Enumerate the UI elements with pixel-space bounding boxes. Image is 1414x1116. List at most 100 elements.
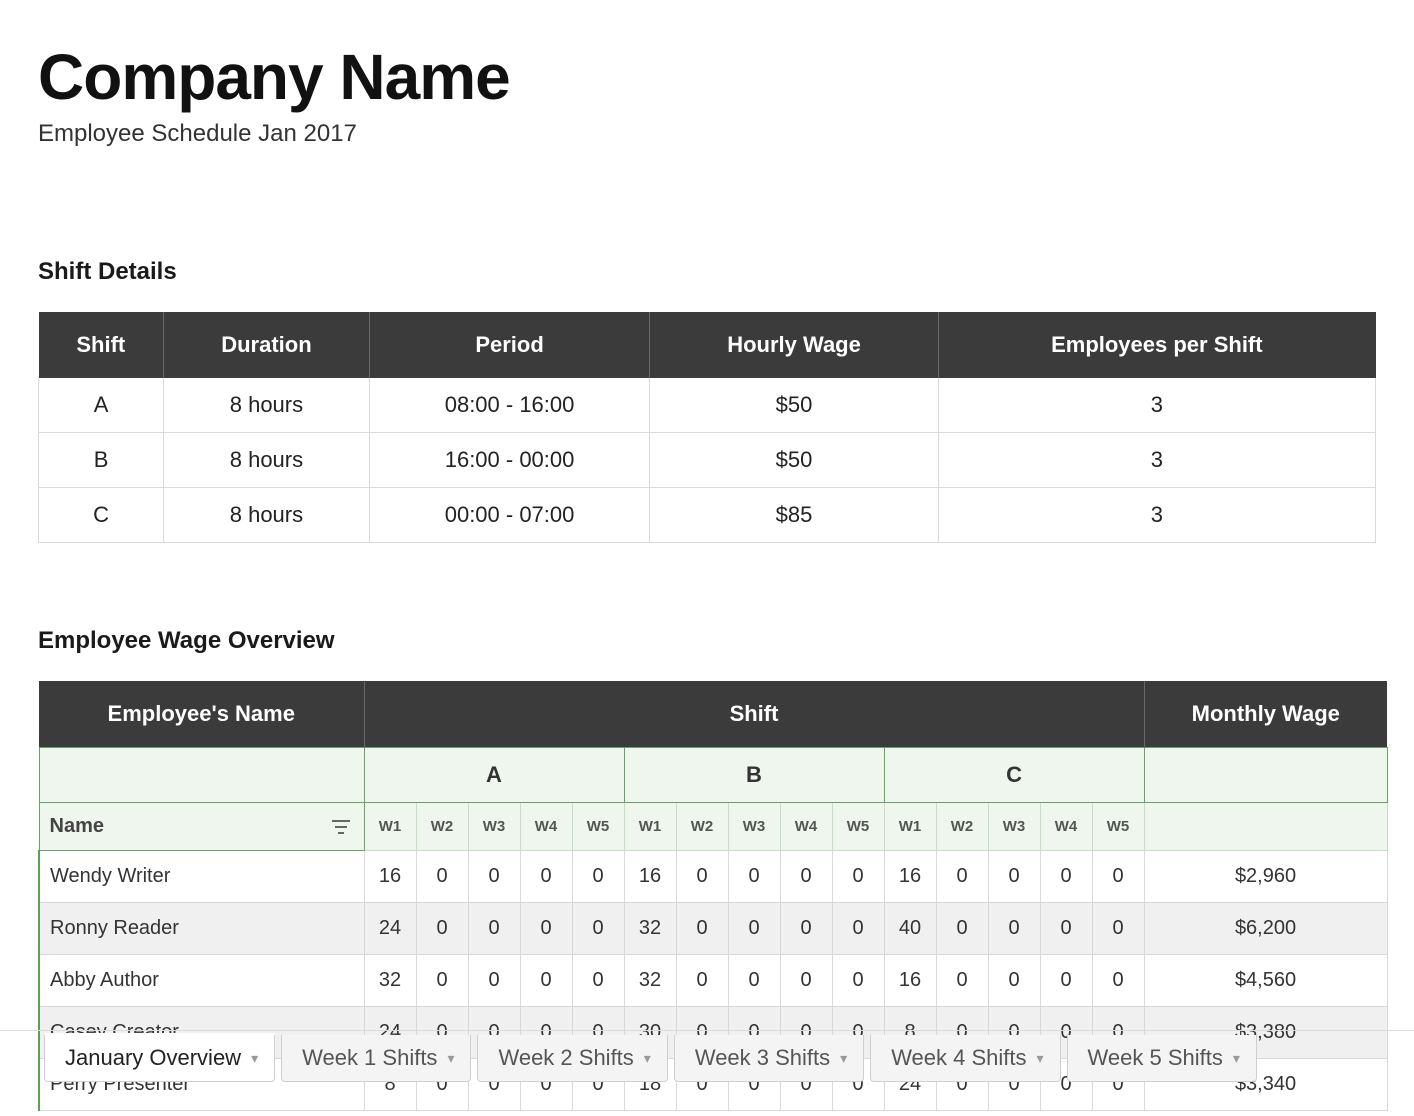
hours-cell[interactable]: 0: [572, 955, 624, 1007]
table-row[interactable]: Ronny Reader240000320000400000$6,200: [39, 903, 1387, 955]
cell[interactable]: 3: [938, 488, 1375, 543]
table-row[interactable]: B8 hours16:00 - 00:00$503: [39, 433, 1376, 488]
chevron-down-icon[interactable]: ▾: [251, 1050, 258, 1067]
employee-name-cell[interactable]: Wendy Writer: [39, 851, 364, 903]
hours-cell[interactable]: 0: [1092, 903, 1144, 955]
hours-cell[interactable]: 0: [728, 851, 780, 903]
cell[interactable]: B: [39, 433, 164, 488]
cell[interactable]: C: [39, 488, 164, 543]
week-header[interactable]: W4: [1040, 803, 1092, 851]
hours-cell[interactable]: 0: [1040, 903, 1092, 955]
col-monthly-wage[interactable]: Monthly Wage: [1144, 681, 1387, 748]
week-header[interactable]: W5: [1092, 803, 1144, 851]
hours-cell[interactable]: 0: [1092, 955, 1144, 1007]
filter-icon[interactable]: [332, 820, 350, 834]
week-header[interactable]: W3: [468, 803, 520, 851]
hours-cell[interactable]: 0: [520, 903, 572, 955]
cell[interactable]: A: [39, 378, 164, 433]
hours-cell[interactable]: 0: [468, 955, 520, 1007]
hours-cell[interactable]: 0: [520, 955, 572, 1007]
hours-cell[interactable]: 0: [832, 903, 884, 955]
cell[interactable]: 8 hours: [164, 433, 370, 488]
hours-cell[interactable]: 0: [1040, 851, 1092, 903]
hours-cell[interactable]: 24: [364, 903, 416, 955]
hours-cell[interactable]: 0: [572, 903, 624, 955]
cell[interactable]: $50: [650, 433, 938, 488]
hours-cell[interactable]: 16: [884, 851, 936, 903]
table-row[interactable]: C8 hours00:00 - 07:00$853: [39, 488, 1376, 543]
hours-cell[interactable]: 16: [884, 955, 936, 1007]
hours-cell[interactable]: 0: [468, 851, 520, 903]
hours-cell[interactable]: 0: [728, 903, 780, 955]
week-header[interactable]: W4: [520, 803, 572, 851]
hours-cell[interactable]: 0: [416, 903, 468, 955]
hours-cell[interactable]: 0: [832, 955, 884, 1007]
week-header[interactable]: W3: [728, 803, 780, 851]
table-row[interactable]: A8 hours08:00 - 16:00$503: [39, 378, 1376, 433]
name-column-header[interactable]: Name: [39, 803, 364, 851]
hours-cell[interactable]: 0: [780, 851, 832, 903]
col-employee-name[interactable]: Employee's Name: [39, 681, 364, 748]
hours-cell[interactable]: 0: [676, 955, 728, 1007]
week-header[interactable]: W3: [988, 803, 1040, 851]
hours-cell[interactable]: 0: [416, 955, 468, 1007]
col-hourly-wage[interactable]: Hourly Wage: [650, 312, 938, 378]
sheet-tab[interactable]: January Overview▾: [44, 1035, 275, 1082]
monthly-wage-cell[interactable]: $4,560: [1144, 955, 1387, 1007]
week-header[interactable]: W2: [676, 803, 728, 851]
table-row[interactable]: Wendy Writer160000160000160000$2,960: [39, 851, 1387, 903]
hours-cell[interactable]: 0: [676, 903, 728, 955]
group-c[interactable]: C: [884, 748, 1144, 803]
hours-cell[interactable]: 40: [884, 903, 936, 955]
week-header[interactable]: W2: [936, 803, 988, 851]
hours-cell[interactable]: 0: [780, 955, 832, 1007]
hours-cell[interactable]: 32: [624, 955, 676, 1007]
cell[interactable]: 8 hours: [164, 378, 370, 433]
chevron-down-icon[interactable]: ▾: [1233, 1050, 1240, 1067]
week-header[interactable]: W4: [780, 803, 832, 851]
hours-cell[interactable]: 32: [364, 955, 416, 1007]
chevron-down-icon[interactable]: ▾: [840, 1050, 847, 1067]
week-header[interactable]: W2: [416, 803, 468, 851]
week-header[interactable]: W5: [572, 803, 624, 851]
hours-cell[interactable]: 0: [832, 851, 884, 903]
hours-cell[interactable]: 0: [676, 851, 728, 903]
group-b[interactable]: B: [624, 748, 884, 803]
hours-cell[interactable]: 0: [728, 955, 780, 1007]
cell[interactable]: 3: [938, 433, 1375, 488]
monthly-wage-cell[interactable]: $6,200: [1144, 903, 1387, 955]
sheet-tab[interactable]: Week 5 Shifts▾: [1067, 1035, 1257, 1082]
col-duration[interactable]: Duration: [164, 312, 370, 378]
cell[interactable]: 3: [938, 378, 1375, 433]
hours-cell[interactable]: 0: [1092, 851, 1144, 903]
sheet-tab[interactable]: Week 3 Shifts▾: [674, 1035, 864, 1082]
hours-cell[interactable]: 16: [624, 851, 676, 903]
hours-cell[interactable]: 0: [988, 851, 1040, 903]
chevron-down-icon[interactable]: ▾: [644, 1050, 651, 1067]
week-header[interactable]: W1: [364, 803, 416, 851]
week-header[interactable]: W5: [832, 803, 884, 851]
sheet-tab[interactable]: Week 1 Shifts▾: [281, 1035, 471, 1082]
employee-name-cell[interactable]: Ronny Reader: [39, 903, 364, 955]
hours-cell[interactable]: 0: [936, 903, 988, 955]
cell[interactable]: 16:00 - 00:00: [369, 433, 650, 488]
col-shift-group[interactable]: Shift: [364, 681, 1144, 748]
hours-cell[interactable]: 0: [988, 955, 1040, 1007]
table-row[interactable]: Abby Author320000320000160000$4,560: [39, 955, 1387, 1007]
hours-cell[interactable]: 0: [988, 903, 1040, 955]
hours-cell[interactable]: 0: [468, 903, 520, 955]
hours-cell[interactable]: 0: [936, 851, 988, 903]
sheet-tab[interactable]: Week 4 Shifts▾: [870, 1035, 1060, 1082]
hours-cell[interactable]: 0: [520, 851, 572, 903]
col-period[interactable]: Period: [369, 312, 650, 378]
monthly-wage-cell[interactable]: $2,960: [1144, 851, 1387, 903]
hours-cell[interactable]: 16: [364, 851, 416, 903]
chevron-down-icon[interactable]: ▾: [447, 1050, 454, 1067]
sheet-tab[interactable]: Week 2 Shifts▾: [477, 1035, 667, 1082]
hours-cell[interactable]: 0: [416, 851, 468, 903]
week-header[interactable]: W1: [624, 803, 676, 851]
hours-cell[interactable]: 0: [572, 851, 624, 903]
cell[interactable]: $85: [650, 488, 938, 543]
col-employees-per-shift[interactable]: Employees per Shift: [938, 312, 1375, 378]
hours-cell[interactable]: 0: [780, 903, 832, 955]
